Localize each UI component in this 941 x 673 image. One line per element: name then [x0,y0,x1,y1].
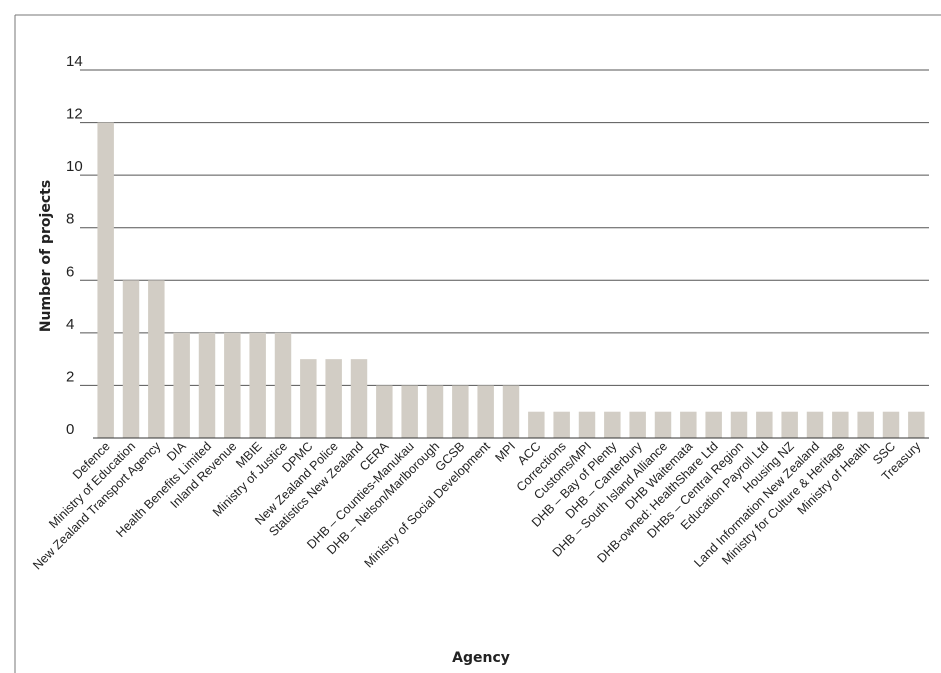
y-tick-label: 10 [66,158,83,175]
y-axis-ticks: 0 2 4 6 8 10 12 14 [66,53,83,438]
bars [97,122,925,439]
y-axis-title: Number of projects [38,180,54,332]
bar [224,332,241,438]
bar [300,359,317,438]
bar [274,332,292,438]
bar [882,411,900,438]
bar [249,332,266,438]
y-tick-label: 12 [66,106,83,123]
bar [781,411,798,438]
bar [148,280,165,438]
bar [401,385,418,438]
bar [325,359,342,438]
y-tick-label: 14 [66,53,83,70]
y-tick-label: 6 [66,263,74,280]
bar [832,411,849,438]
bar [629,411,646,438]
y-tick-label: 8 [66,211,74,228]
bar [97,122,114,439]
bar [173,332,190,438]
gridlines [80,69,929,386]
bar [376,385,393,438]
y-tick-label: 0 [66,421,74,438]
bar [122,280,140,438]
bar [350,359,368,438]
bar [528,411,545,438]
bar [654,411,672,438]
bar [553,411,570,438]
x-tick-label: MPI [492,439,518,465]
bar [756,411,773,438]
bar [680,411,697,438]
x-axis-title: Agency [452,650,510,666]
bar [730,411,748,438]
bar [908,411,925,438]
bar [502,385,520,438]
bar [705,411,722,438]
bar [452,385,469,438]
bar [857,411,874,438]
y-tick-label: 2 [66,368,74,385]
y-tick-label: 4 [66,316,74,333]
bar [198,332,216,438]
bar [426,385,444,438]
bar [578,411,596,438]
bar [806,411,824,438]
bar [477,385,494,438]
bar [604,411,621,438]
